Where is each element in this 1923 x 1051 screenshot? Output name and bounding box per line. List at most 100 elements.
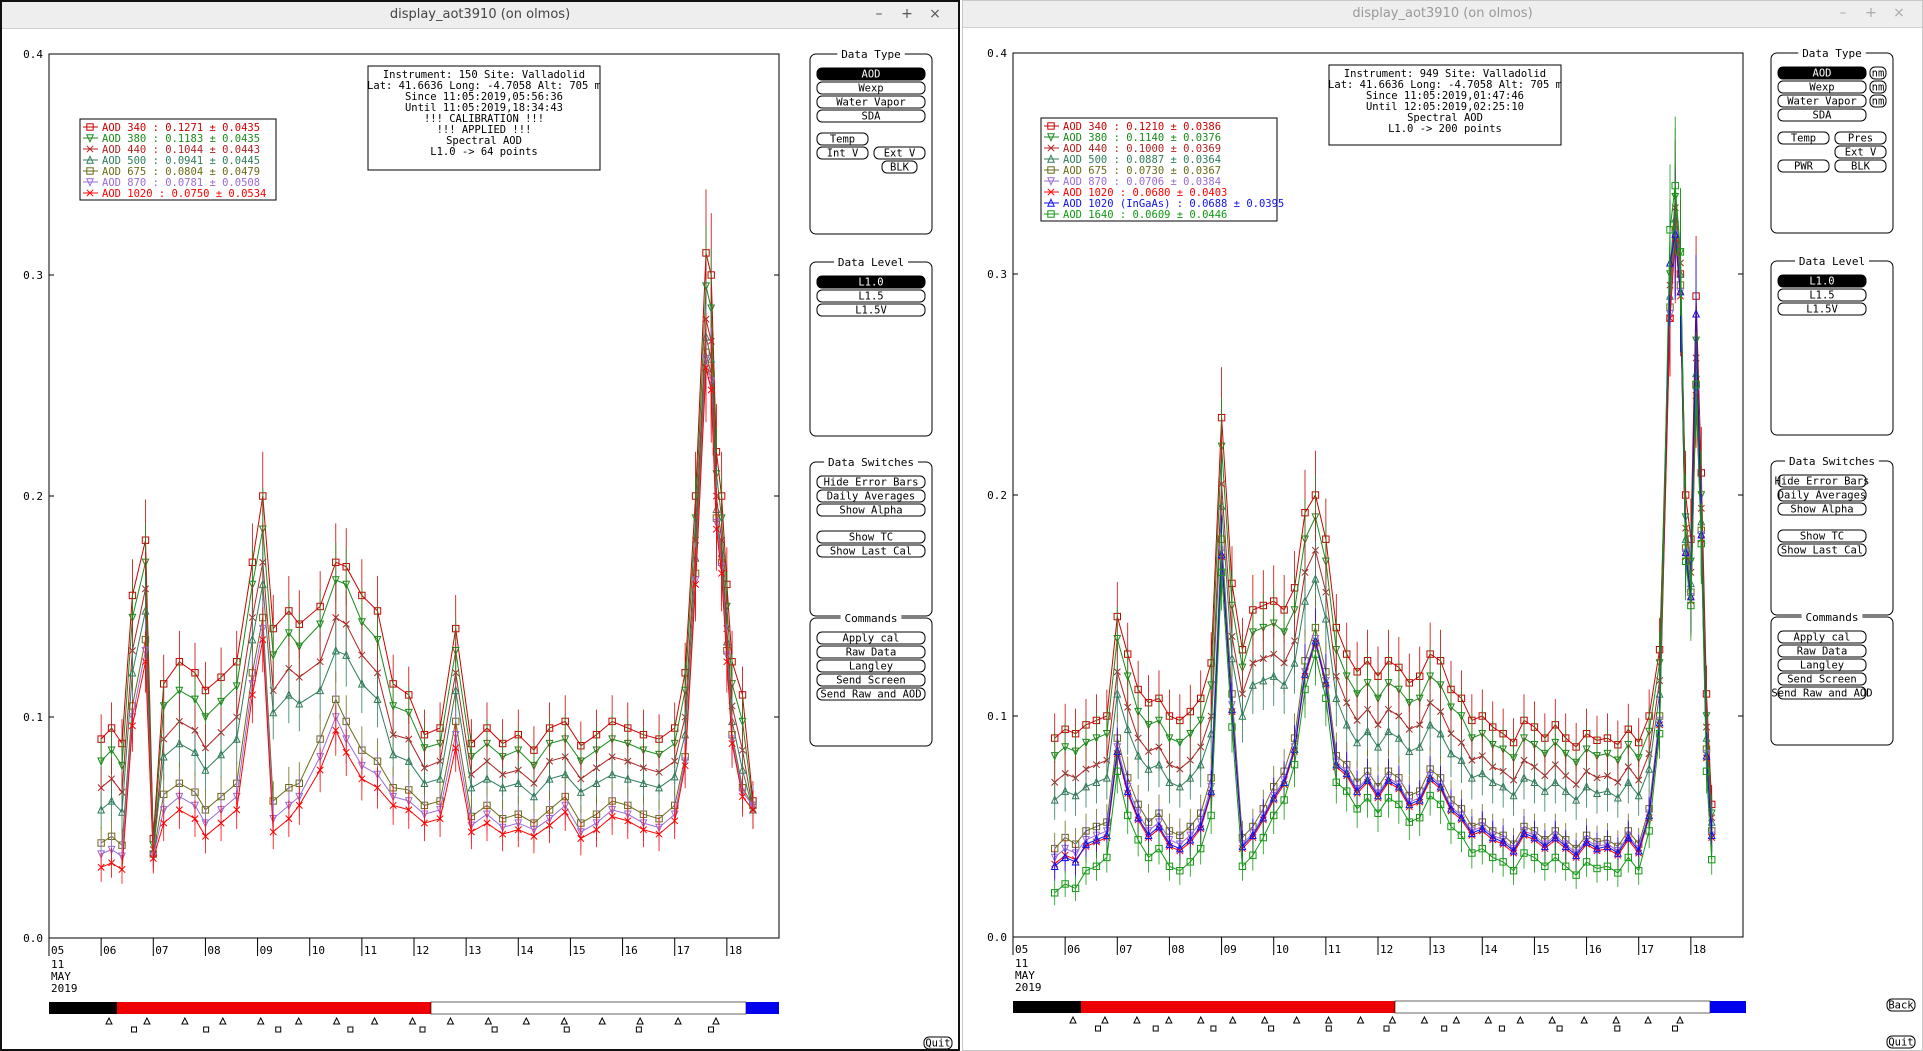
button-frame[interactable] [816,503,926,517]
data-type-sda-button[interactable]: SDA [816,109,926,123]
button-frame[interactable] [923,1036,953,1049]
maximize-icon[interactable]: + [1865,5,1877,21]
temp-button[interactable]: Temp [816,132,869,146]
send-raw-and-aod-button[interactable]: Send Raw and AOD [1771,686,1873,700]
button-frame[interactable] [1777,80,1867,94]
button-frame[interactable] [816,530,926,544]
apply-cal-button[interactable]: Apply cal [1777,630,1867,644]
show-last-cal-button[interactable]: Show Last Cal [816,544,926,558]
close-icon[interactable]: × [929,6,941,22]
button-frame[interactable] [816,489,926,503]
data-level-l1-5-button[interactable]: L1.5 [816,289,926,303]
minimize-icon[interactable]: – [875,6,883,22]
raw-data-button[interactable]: Raw Data [1777,644,1867,658]
nm-button[interactable]: nm [1869,66,1887,80]
data-type-aod-button[interactable]: AOD [1777,66,1867,80]
ext-v-button[interactable]: Ext V [873,146,926,160]
show-alpha-button[interactable]: Show Alpha [816,503,926,517]
button-frame[interactable] [1777,672,1867,686]
button-frame[interactable] [816,303,926,317]
close-icon[interactable]: × [1893,5,1905,21]
pres-button[interactable]: Pres [1834,131,1887,145]
button-frame[interactable] [1777,488,1867,502]
title-bar[interactable]: display_aot3910 (on olmos) – + × [2,2,958,29]
quit-button[interactable]: Quit [1886,1035,1916,1049]
data-type-wexp-button[interactable]: Wexp [1777,80,1867,94]
button-frame[interactable] [1834,131,1887,145]
button-frame[interactable] [1777,108,1867,122]
button-frame[interactable] [816,109,926,123]
button-frame[interactable] [1777,302,1867,316]
send-screen-button[interactable]: Send Screen [816,673,926,687]
button-frame[interactable] [816,544,926,558]
button-frame[interactable] [873,146,926,160]
button-frame[interactable] [1777,131,1830,145]
minimize-icon[interactable]: – [1839,5,1847,21]
send-screen-button[interactable]: Send Screen [1777,672,1867,686]
button-frame[interactable] [1834,145,1887,159]
int-v-button[interactable]: Int V [816,146,869,160]
langley-button[interactable]: Langley [816,659,926,673]
show-last-cal-button[interactable]: Show Last Cal [1777,543,1867,557]
button-frame[interactable] [1777,502,1867,516]
data-level-l1-5v-button[interactable]: L1.5V [816,303,926,317]
button-frame[interactable] [816,95,926,109]
button-frame[interactable] [816,659,926,673]
show-tc-button[interactable]: Show TC [1777,529,1867,543]
button-frame[interactable] [816,645,926,659]
daily-averages-button[interactable]: Daily Averages [1777,488,1867,502]
button-frame[interactable] [1834,159,1887,173]
data-level-l1-0-button[interactable]: L1.0 [816,275,926,289]
pwr-button[interactable]: PWR [1777,159,1830,173]
button-frame[interactable] [1777,274,1867,288]
button-frame[interactable] [816,475,926,489]
blk-button[interactable]: BLK [1834,159,1887,173]
button-frame[interactable] [1869,80,1887,94]
button-frame[interactable] [816,146,869,160]
data-level-l1-0-button[interactable]: L1.0 [1777,274,1867,288]
button-frame[interactable] [1777,66,1867,80]
button-frame[interactable] [1777,630,1867,644]
ext-v-button[interactable]: Ext V [1834,145,1887,159]
daily-averages-button[interactable]: Daily Averages [816,489,926,503]
back-button[interactable]: Back [1886,998,1916,1012]
nm-button[interactable]: nm [1869,94,1887,108]
raw-data-button[interactable]: Raw Data [816,645,926,659]
button-frame[interactable] [816,275,926,289]
button-frame[interactable] [816,673,926,687]
button-frame[interactable] [1777,288,1867,302]
blk-button[interactable]: BLK [881,160,918,174]
data-type-sda-button[interactable]: SDA [1777,108,1867,122]
button-frame[interactable] [816,631,926,645]
button-frame[interactable] [816,687,926,701]
button-frame[interactable] [816,67,926,81]
button-frame[interactable] [1777,658,1867,672]
show-alpha-button[interactable]: Show Alpha [1777,502,1867,516]
show-tc-button[interactable]: Show TC [816,530,926,544]
data-type-wexp-button[interactable]: Wexp [816,81,926,95]
send-raw-and-aod-button[interactable]: Send Raw and AOD [816,687,926,701]
button-frame[interactable] [1869,66,1887,80]
button-frame[interactable] [1886,998,1916,1012]
langley-button[interactable]: Langley [1777,658,1867,672]
data-type-water-vapor-button[interactable]: Water Vapor [816,95,926,109]
data-type-aod-button[interactable]: AOD [816,67,926,81]
button-frame[interactable] [1777,543,1867,557]
maximize-icon[interactable]: + [901,6,913,22]
button-frame[interactable] [1777,159,1830,173]
button-frame[interactable] [1777,644,1867,658]
button-frame[interactable] [1869,94,1887,108]
temp-button[interactable]: Temp [1777,131,1830,145]
title-bar[interactable]: display_aot3910 (on olmos) – + × [963,1,1922,28]
data-type-water-vapor-button[interactable]: Water Vapor [1777,94,1867,108]
apply-cal-button[interactable]: Apply cal [816,631,926,645]
quit-button[interactable]: Quit [923,1036,953,1049]
nm-button[interactable]: nm [1869,80,1887,94]
button-frame[interactable] [816,132,869,146]
button-frame[interactable] [1886,1035,1916,1049]
button-frame[interactable] [1777,94,1867,108]
button-frame[interactable] [1777,474,1867,488]
data-level-l1-5-button[interactable]: L1.5 [1777,288,1867,302]
hide-error-bars-button[interactable]: Hide Error Bars [816,475,926,489]
button-frame[interactable] [816,289,926,303]
